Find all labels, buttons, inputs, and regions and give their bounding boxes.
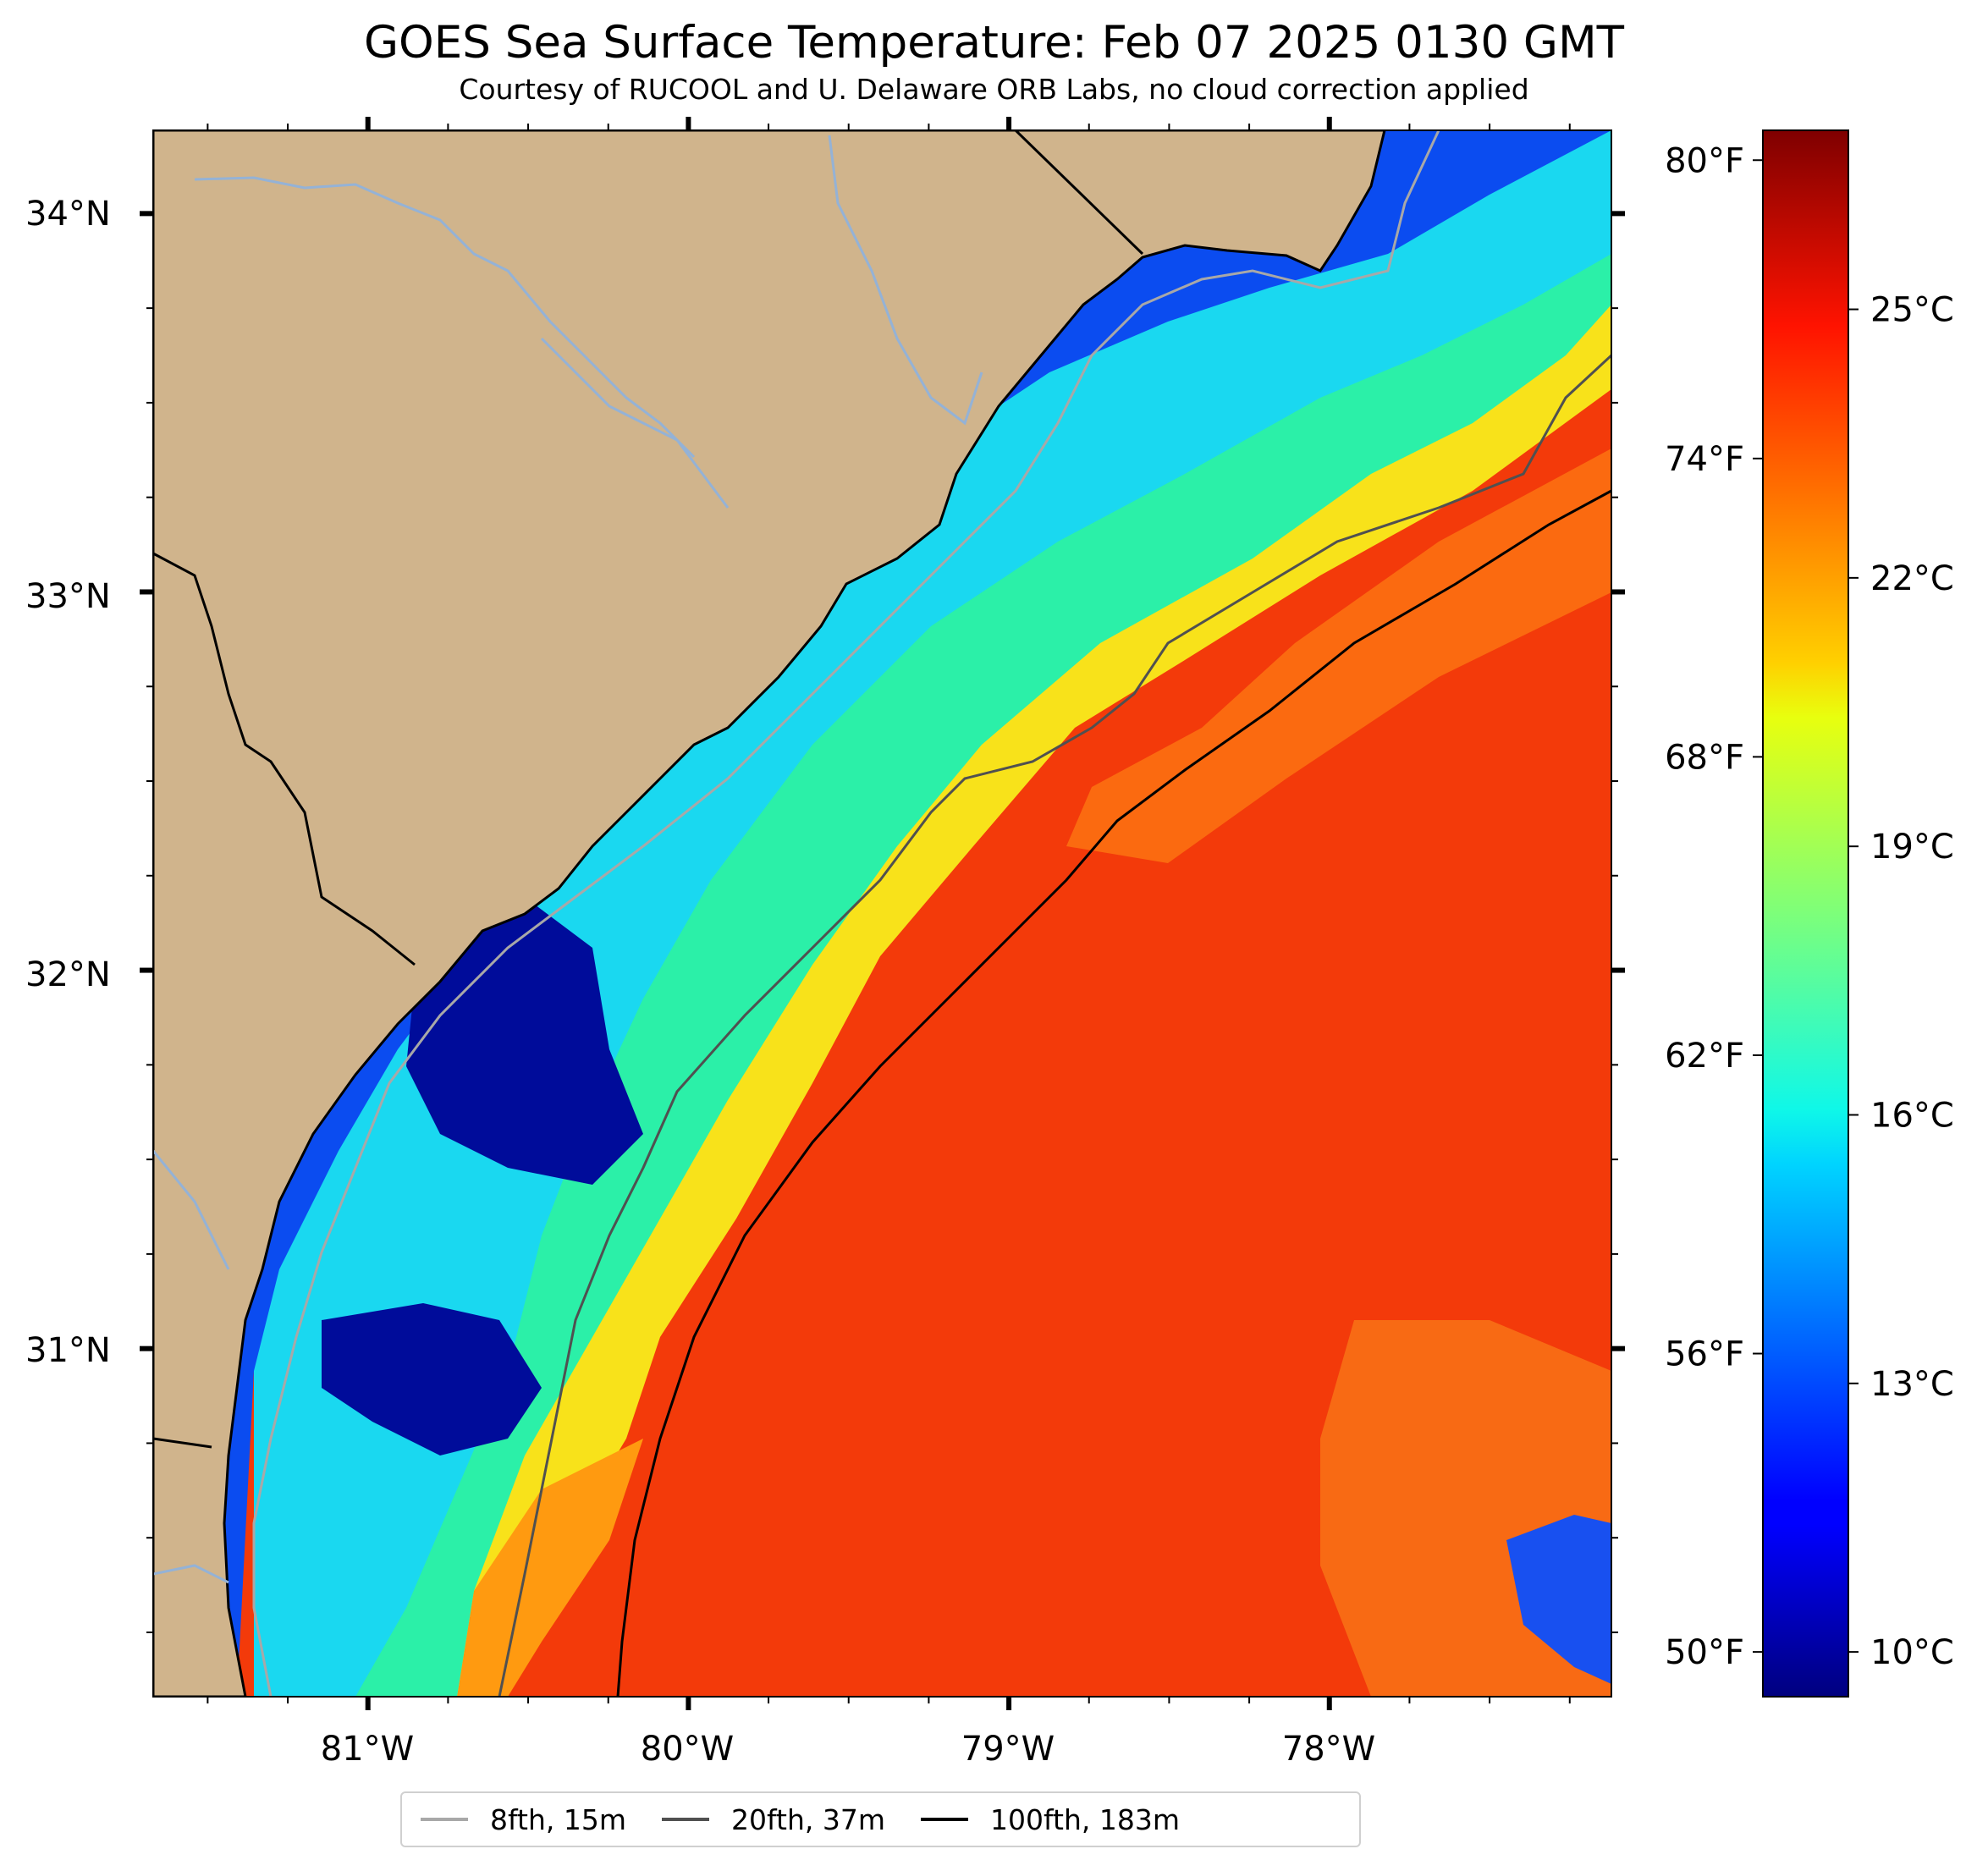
sst-map-panel xyxy=(153,130,1611,1697)
legend-swatch xyxy=(421,1818,468,1821)
colorbar-fahrenheit-ticks: 50°F 56°F 62°F 68°F 74°F 80°F xyxy=(1665,141,1763,1672)
isobath-legend: 8fth, 15m 20fth, 37m 100fth, 183m xyxy=(400,1791,1361,1847)
colorbar-fahrenheit-label: 62°F xyxy=(1665,1037,1744,1076)
legend-label: 8fth, 15m xyxy=(490,1802,627,1836)
colorbar-celsius-label: 10°C xyxy=(1870,1633,1954,1672)
legend-item-8fth: 8fth, 15m xyxy=(421,1803,626,1836)
legend-swatch xyxy=(662,1818,710,1821)
ocean-dark-blue-pool-north xyxy=(406,897,643,1185)
land-coastal-plain xyxy=(153,130,1386,1697)
map-subtitle: Courtesy of RUCOOL and U. Delaware ORB L… xyxy=(459,73,1529,106)
colorbar-celsius-label: 19°C xyxy=(1870,828,1954,867)
colorbar-fahrenheit-label: 80°F xyxy=(1665,141,1744,180)
sst-colorbar: 10°C 13°C 16°C 19°C 22°C 25°C 50°F 56°F 62°F 68°… xyxy=(1665,129,1954,1698)
legend-item-20fth: 20fth, 37m xyxy=(662,1803,885,1836)
lon-tick-label: 81°W xyxy=(321,1730,414,1769)
colorbar-fahrenheit-label: 56°F xyxy=(1665,1335,1744,1374)
map-title: GOES Sea Surface Temperature: Feb 07 202… xyxy=(363,17,1625,69)
map-frame xyxy=(140,117,1625,1710)
colorbar-celsius-label: 25°C xyxy=(1870,291,1954,330)
lat-tick-label: 34°N xyxy=(25,195,111,234)
isobath-8fth xyxy=(252,130,1440,1697)
legend-label: 100fth, 183m xyxy=(990,1802,1181,1836)
colorbar-fahrenheit-label: 50°F xyxy=(1665,1633,1744,1672)
legend-label: 20fth, 37m xyxy=(731,1802,886,1836)
lat-tick-label: 33°N xyxy=(25,577,111,616)
legend-swatch xyxy=(921,1818,969,1821)
lon-tick-label: 79°W xyxy=(961,1730,1055,1769)
lon-tick-label: 78°W xyxy=(1282,1730,1375,1769)
lon-tick-labels: 81°W 80°W 79°W 78°W xyxy=(321,1730,1375,1769)
rivers xyxy=(153,135,983,1584)
isobath-100fth xyxy=(616,489,1611,1697)
ocean-orange-inshore-south xyxy=(457,1439,643,1697)
colorbar-celsius-label: 16°C xyxy=(1870,1096,1954,1135)
legend-item-100fth: 100fth, 183m xyxy=(921,1803,1180,1836)
colorbar-celsius-ticks: 10°C 13°C 16°C 19°C 22°C 25°C xyxy=(1848,291,1954,1672)
lon-tick-label: 80°W xyxy=(641,1730,734,1769)
colorbar-gradient xyxy=(1762,129,1849,1698)
ocean-blue-southeast-eddy xyxy=(1506,1515,1611,1684)
state-borders xyxy=(153,130,1144,1449)
colorbar-fahrenheit-label: 68°F xyxy=(1665,738,1744,777)
lat-tick-labels: 34°N 33°N 32°N 31°N xyxy=(25,195,111,1370)
lat-tick-label: 32°N xyxy=(25,955,111,994)
colorbar-fahrenheit-label: 74°F xyxy=(1665,440,1744,479)
lat-tick-label: 31°N xyxy=(25,1331,111,1370)
colorbar-celsius-label: 22°C xyxy=(1870,559,1954,598)
ocean-dark-blue-pool-south xyxy=(322,1303,542,1456)
isobath-20fth xyxy=(498,354,1611,1697)
colorbar-celsius-label: 13°C xyxy=(1870,1365,1954,1404)
